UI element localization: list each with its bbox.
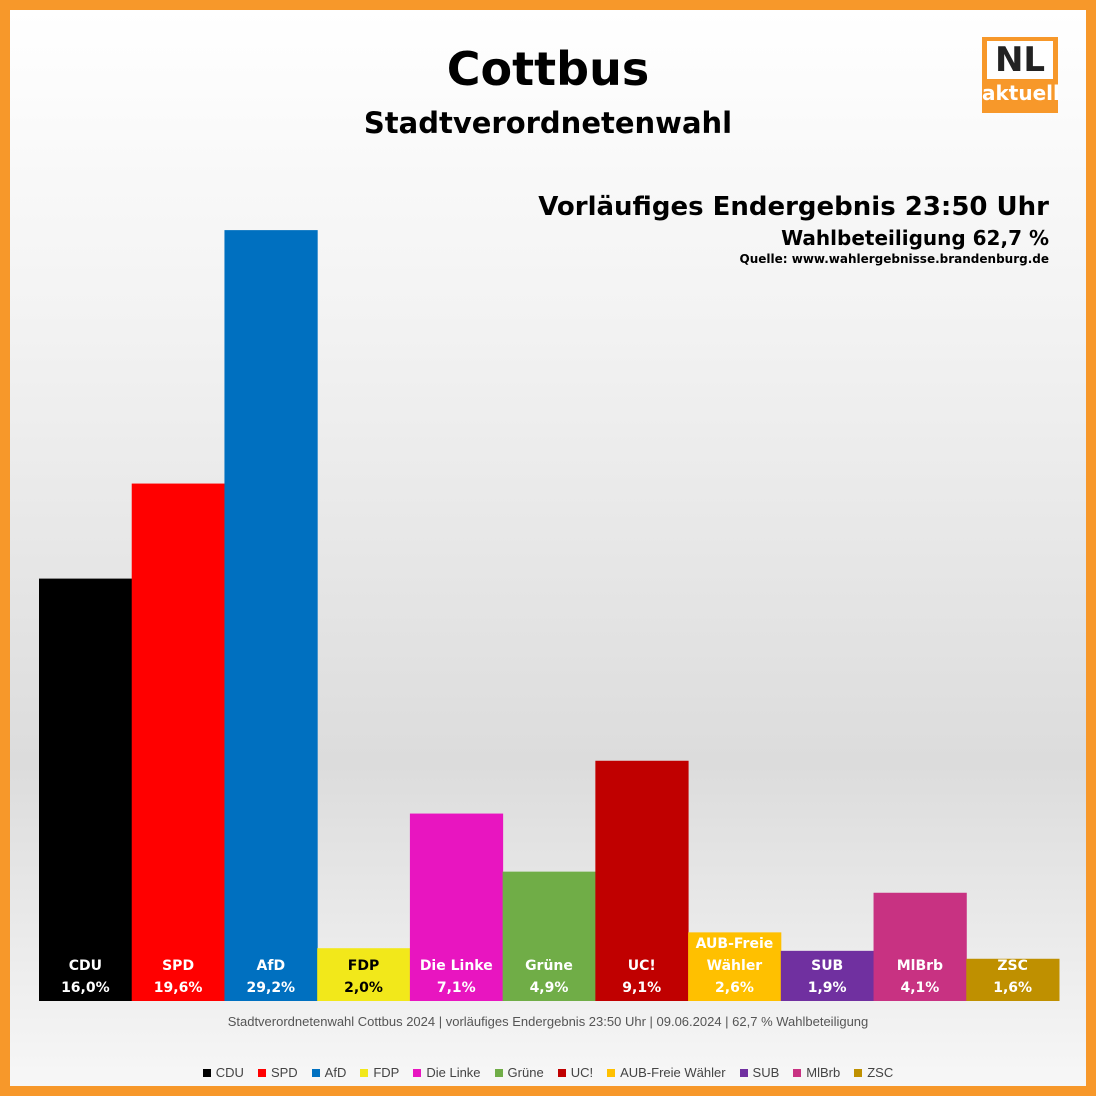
category-label: ZSC [997,958,1028,974]
category-label: Die Linke [419,958,493,974]
bar [409,813,504,1001]
legend-label: MlBrb [806,1065,841,1080]
legend-label: ZSC [867,1065,894,1080]
category-label: Grüne [525,958,573,974]
bar [317,948,411,1001]
legend-item: Die Linke [413,1065,481,1080]
legend-label: AUB-Freie Wähler [620,1065,726,1080]
bar-label: UC! 9,1% [595,955,688,999]
legend-swatch [257,1068,266,1077]
legend-item: AUB-Freie Wähler [607,1065,726,1080]
plot [39,230,1060,1001]
legend-label: CDU [215,1065,244,1080]
legend-item: ZSC [854,1065,893,1080]
bar [966,958,1060,1001]
bar-label: CDU 16,0% [39,955,132,999]
logo: NL aktuell [982,37,1060,113]
legend-swatch [557,1068,566,1077]
bar [873,892,967,1001]
value-label: 1,6% [993,980,1033,996]
legend-label: Grüne [507,1065,544,1080]
bar [39,578,133,1001]
legend-swatch [494,1068,503,1077]
legend-swatch [413,1068,422,1077]
legend-swatch [793,1068,802,1077]
legend-swatch [202,1068,211,1077]
legend-item: CDU [202,1065,244,1080]
legend-swatch [360,1068,369,1077]
category-label: UC! [627,958,656,974]
legend-swatch [854,1068,863,1077]
value-label: 19,6% [153,980,203,996]
bar [688,932,782,1001]
bar-label: SUB 1,9% [781,955,874,999]
bar-label: AfD 29,2% [224,955,317,999]
annotation: Quelle: www.wahlergebnisse.brandenburg.d… [739,252,1049,266]
legend-item: MlBrb [793,1065,840,1080]
footnote: Stadtverordnetenwahl Cottbus 2024 | vorl… [227,1014,869,1029]
bar-label: FDP 2,0% [317,955,410,999]
legend-item: AfD [311,1065,347,1080]
bar [780,950,875,1001]
value-label: 2,6% [715,980,754,996]
value-label: 4,1% [900,980,940,996]
bar [502,871,596,1001]
bar-label: ZSC 1,6% [966,955,1059,999]
bar [224,230,318,1001]
logo-bottom: aktuell [982,81,1060,105]
category-label: CDU [68,958,102,974]
legend-item: FDP [360,1065,399,1080]
legend-label: AfD [324,1065,347,1080]
category-label: AUB-Freie Wähler [695,936,774,974]
legend-item: Grüne [494,1065,544,1080]
value-label: 7,1% [436,980,476,996]
legend-label: SPD [270,1065,298,1080]
legend-swatch [607,1068,616,1077]
chart-subtitle: Stadtverordnetenwahl [363,106,733,140]
legend-label: UC! [570,1065,594,1080]
value-label: 29,2% [246,980,296,996]
legend-swatch [311,1068,320,1077]
category-label: SUB [811,958,844,974]
category-label: MlBrb [896,958,944,974]
annotation: Vorläufiges Endergebnis 23:50 Uhr [538,192,1049,222]
bar-label: SPD 19,6% [132,955,225,999]
bar [595,760,689,1001]
annotation: Wahlbeteiligung 62,7 % [781,226,1049,250]
category-label: SPD [162,958,195,974]
value-label: 16,0% [61,980,110,996]
bar-label: Die Linke 7,1% [410,955,503,999]
value-label: 9,1% [622,980,662,996]
bar-label: Grüne 4,9% [503,955,596,999]
legend-item: UC! [557,1065,594,1080]
chart-title: Cottbus [446,42,650,96]
bar-label: AUB-Freie Wähler 2,6% [688,933,781,999]
value-label: 1,9% [807,980,847,996]
legend-item: SUB [739,1065,780,1080]
legend: CDU SPD AfD FDP Die Linke Grüne UC! AUB-Freie W… [10,1065,1086,1080]
logo-top: NL [987,41,1053,79]
legend-label: SUB [752,1065,780,1080]
bar [131,483,225,1001]
category-label: FDP [347,958,380,974]
legend-item: SPD [257,1065,298,1080]
legend-label: FDP [373,1065,400,1080]
legend-swatch [739,1068,748,1077]
category-label: AfD [256,958,286,974]
legend-label: Die Linke [426,1065,481,1080]
value-label: 2,0% [344,980,383,996]
value-label: 4,9% [529,980,569,996]
bar-label: MlBrb 4,1% [874,955,967,999]
